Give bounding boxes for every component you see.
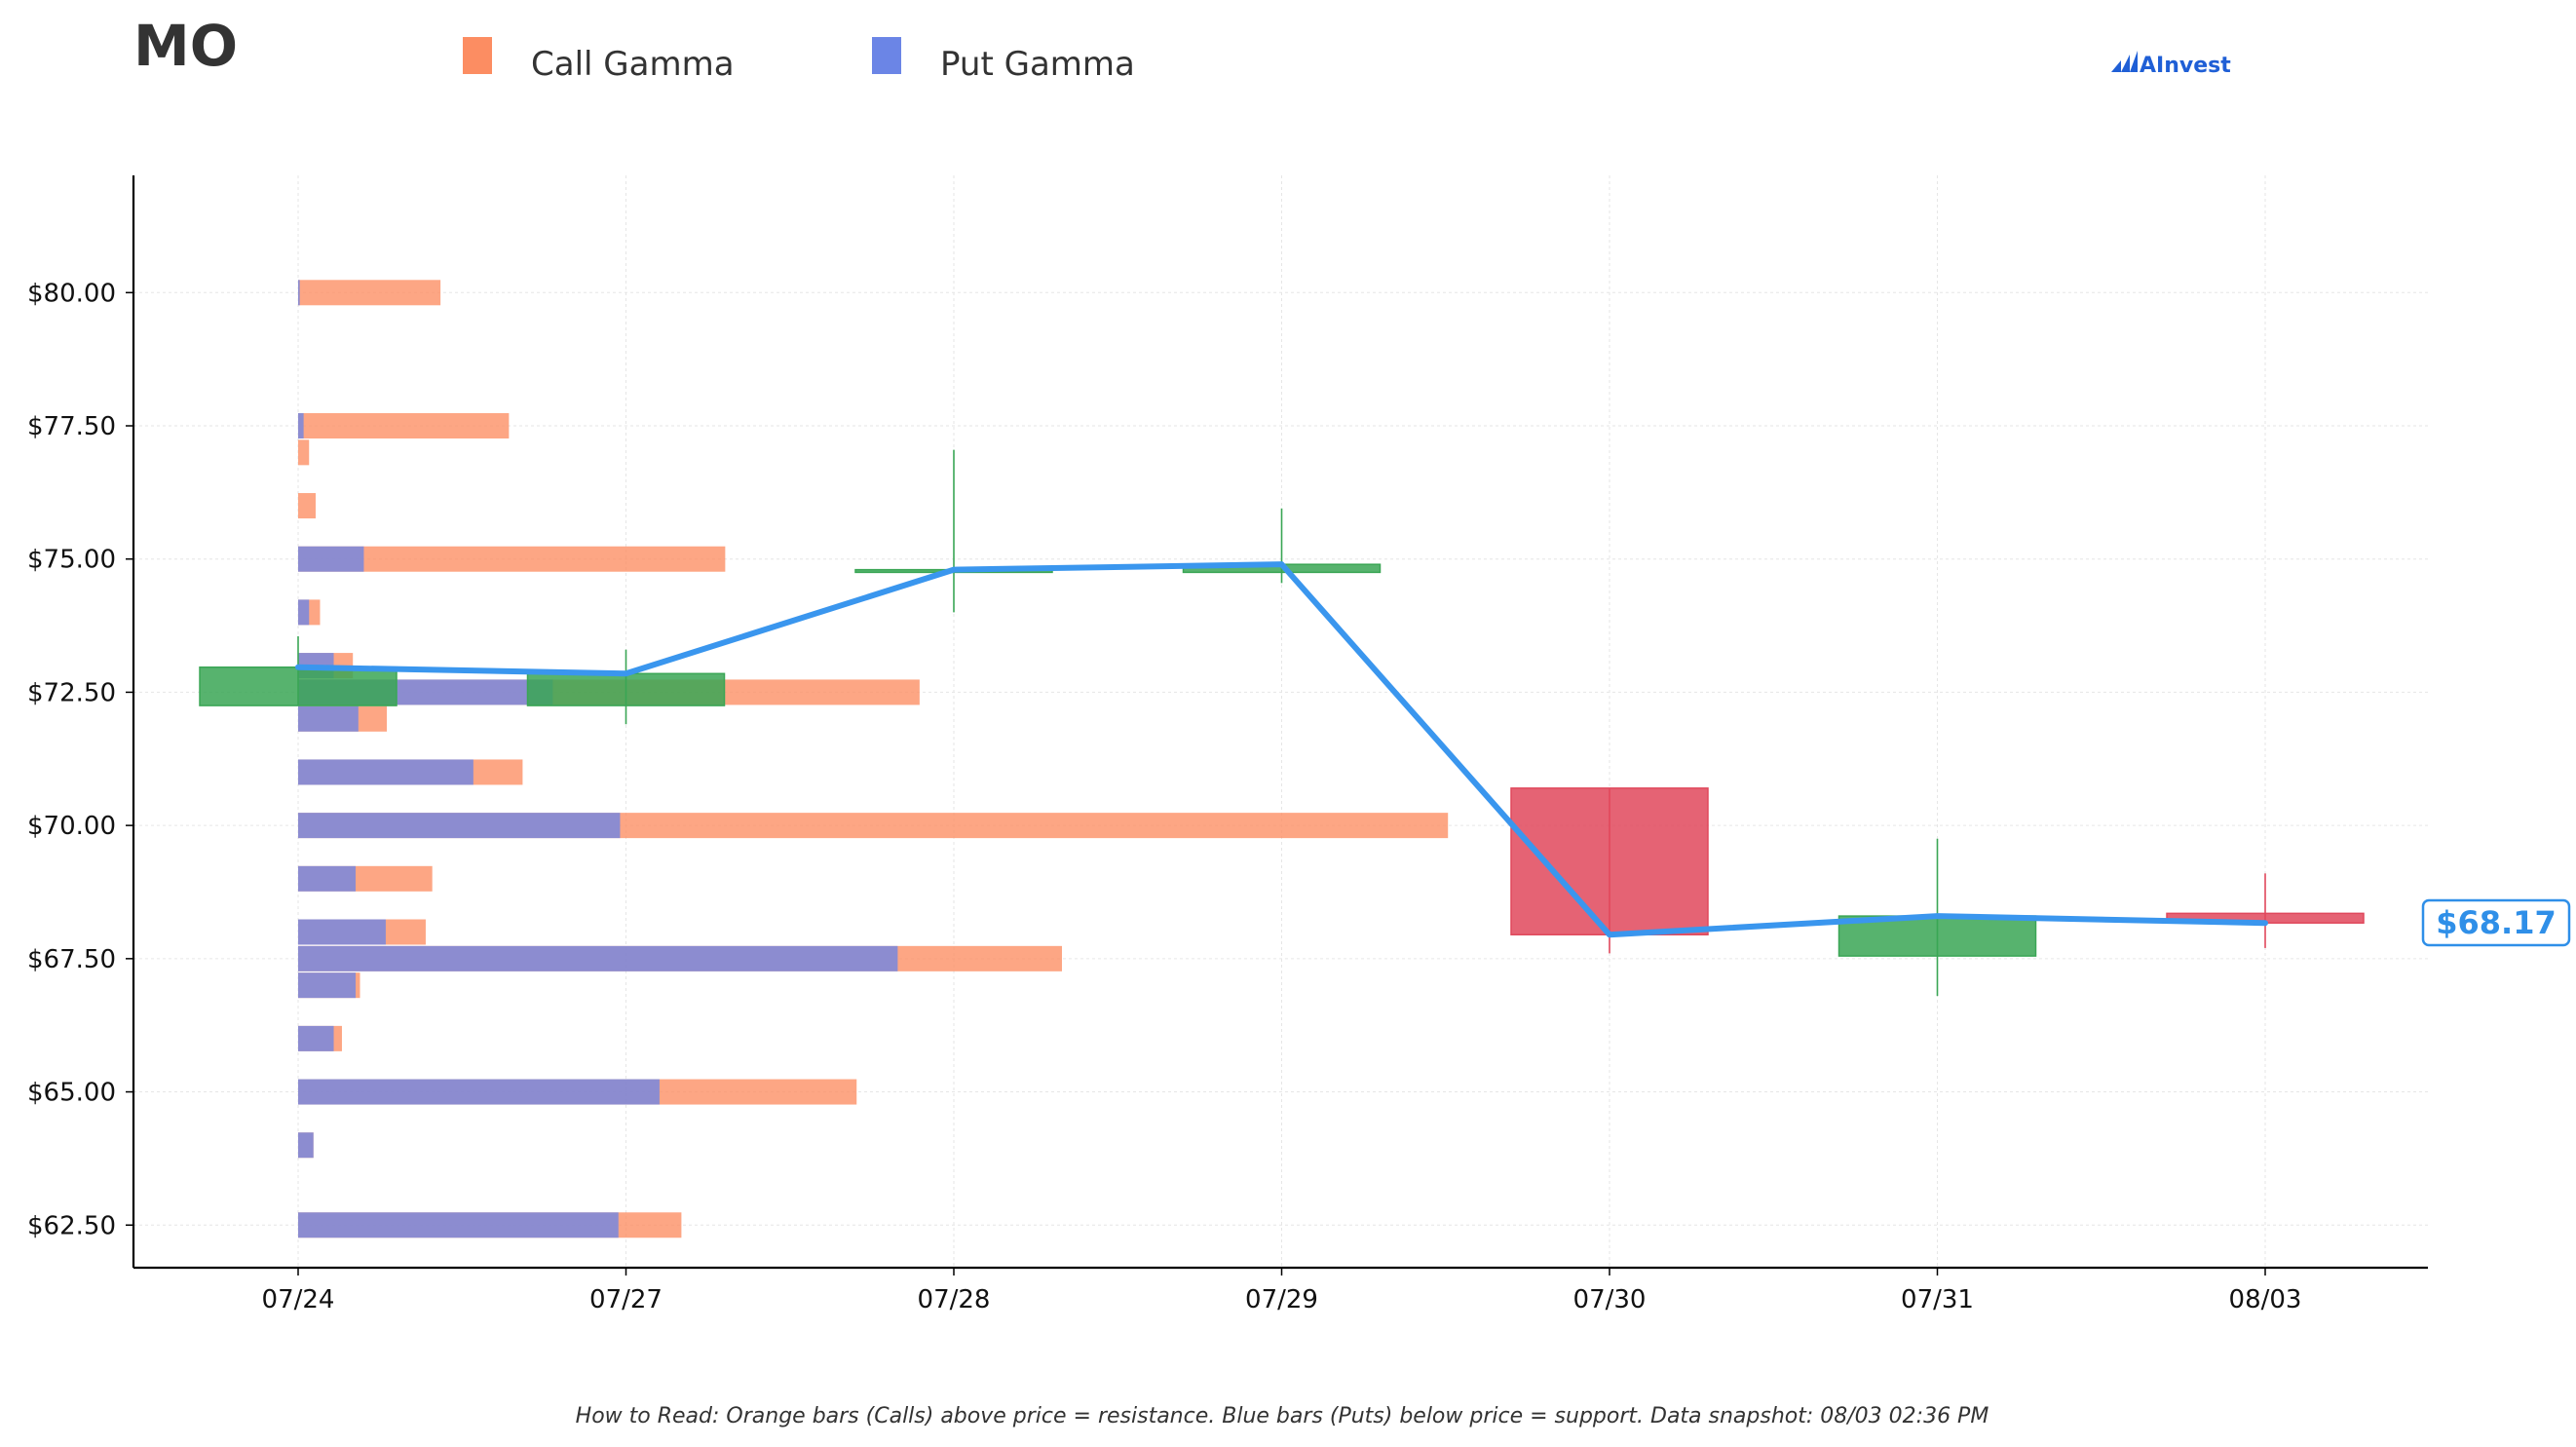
put-gamma-bar <box>298 705 359 732</box>
legend-put-label: Put Gamma <box>940 45 1135 84</box>
x-tick-label: 08/03 <box>2229 1285 2302 1314</box>
put-gamma-bar <box>298 1025 334 1051</box>
x-tick-label: 07/30 <box>1573 1285 1647 1314</box>
x-tick-label: 07/28 <box>918 1285 991 1314</box>
y-tick-label: $65.00 <box>27 1079 116 1108</box>
price-tag-box <box>2421 898 2571 947</box>
y-tick-label: $75.00 <box>27 546 116 575</box>
candles <box>199 449 2365 997</box>
legend-put-swatch <box>872 37 901 74</box>
y-tick-label: $70.00 <box>27 812 116 841</box>
current-price-tag: $68.17 <box>2421 898 2571 947</box>
x-tick-label: 07/27 <box>589 1285 663 1314</box>
put-gamma-bar <box>298 599 310 626</box>
put-gamma-bar <box>298 413 304 439</box>
put-gamma-bar <box>298 919 386 945</box>
put-gamma-bar <box>298 972 357 999</box>
call-gamma-bar <box>298 493 316 519</box>
footnote: How to Read: Orange bars (Calls) above p… <box>576 1404 1989 1428</box>
close-line <box>295 561 2268 938</box>
candle-body <box>1510 787 1709 935</box>
candle-body <box>199 666 398 706</box>
legend-call-label: Call Gamma <box>531 45 735 84</box>
y-tick-label: $72.50 <box>27 678 116 707</box>
put-gamma-bar <box>298 865 357 892</box>
put-gamma-bar <box>298 1212 619 1238</box>
brand-name: AInvest <box>2140 54 2231 78</box>
put-gamma-bar <box>298 1079 660 1105</box>
call-gamma-bar <box>298 439 310 466</box>
candle-body <box>1837 915 2037 957</box>
put-gamma-bar <box>298 546 364 572</box>
brand-logo: AInvest <box>2111 51 2231 78</box>
price-tag-label: $68.17 <box>2436 904 2556 941</box>
x-tick-label: 07/31 <box>1901 1285 1974 1314</box>
axes <box>132 175 2428 1270</box>
y-tick-label: $80.00 <box>27 279 116 308</box>
put-gamma-bar <box>298 280 300 306</box>
call-gamma-bar <box>298 413 510 439</box>
y-axis-ticks: $62.50 $65.00 $67.50 $70.00 $72.50 $75.00 $77.… <box>27 279 133 1240</box>
y-tick-label: $67.50 <box>27 945 116 974</box>
chart-title: MO <box>133 13 238 79</box>
put-gamma-bar <box>298 945 898 971</box>
put-gamma-bar <box>298 759 474 785</box>
legend-call-swatch <box>463 37 492 74</box>
close-price-line <box>295 561 2268 938</box>
put-gamma-bar <box>298 1132 314 1159</box>
gamma-bars <box>298 280 1449 1238</box>
y-tick-label: $77.50 <box>27 412 116 441</box>
x-tick-label: 07/29 <box>1245 1285 1318 1314</box>
y-tick-label: $62.50 <box>27 1211 116 1240</box>
x-tick-label: 07/24 <box>262 1285 335 1314</box>
x-axis-ticks: 07/24 07/27 07/28 07/29 07/30 07/31 08/03 <box>262 1268 2302 1314</box>
legend: Call Gamma Put Gamma <box>463 37 1135 84</box>
candle-body <box>526 672 726 706</box>
put-gamma-bar <box>298 813 621 839</box>
chart-bars-icon <box>2111 51 2138 72</box>
call-gamma-bar <box>298 546 726 572</box>
call-gamma-bar <box>298 280 441 306</box>
